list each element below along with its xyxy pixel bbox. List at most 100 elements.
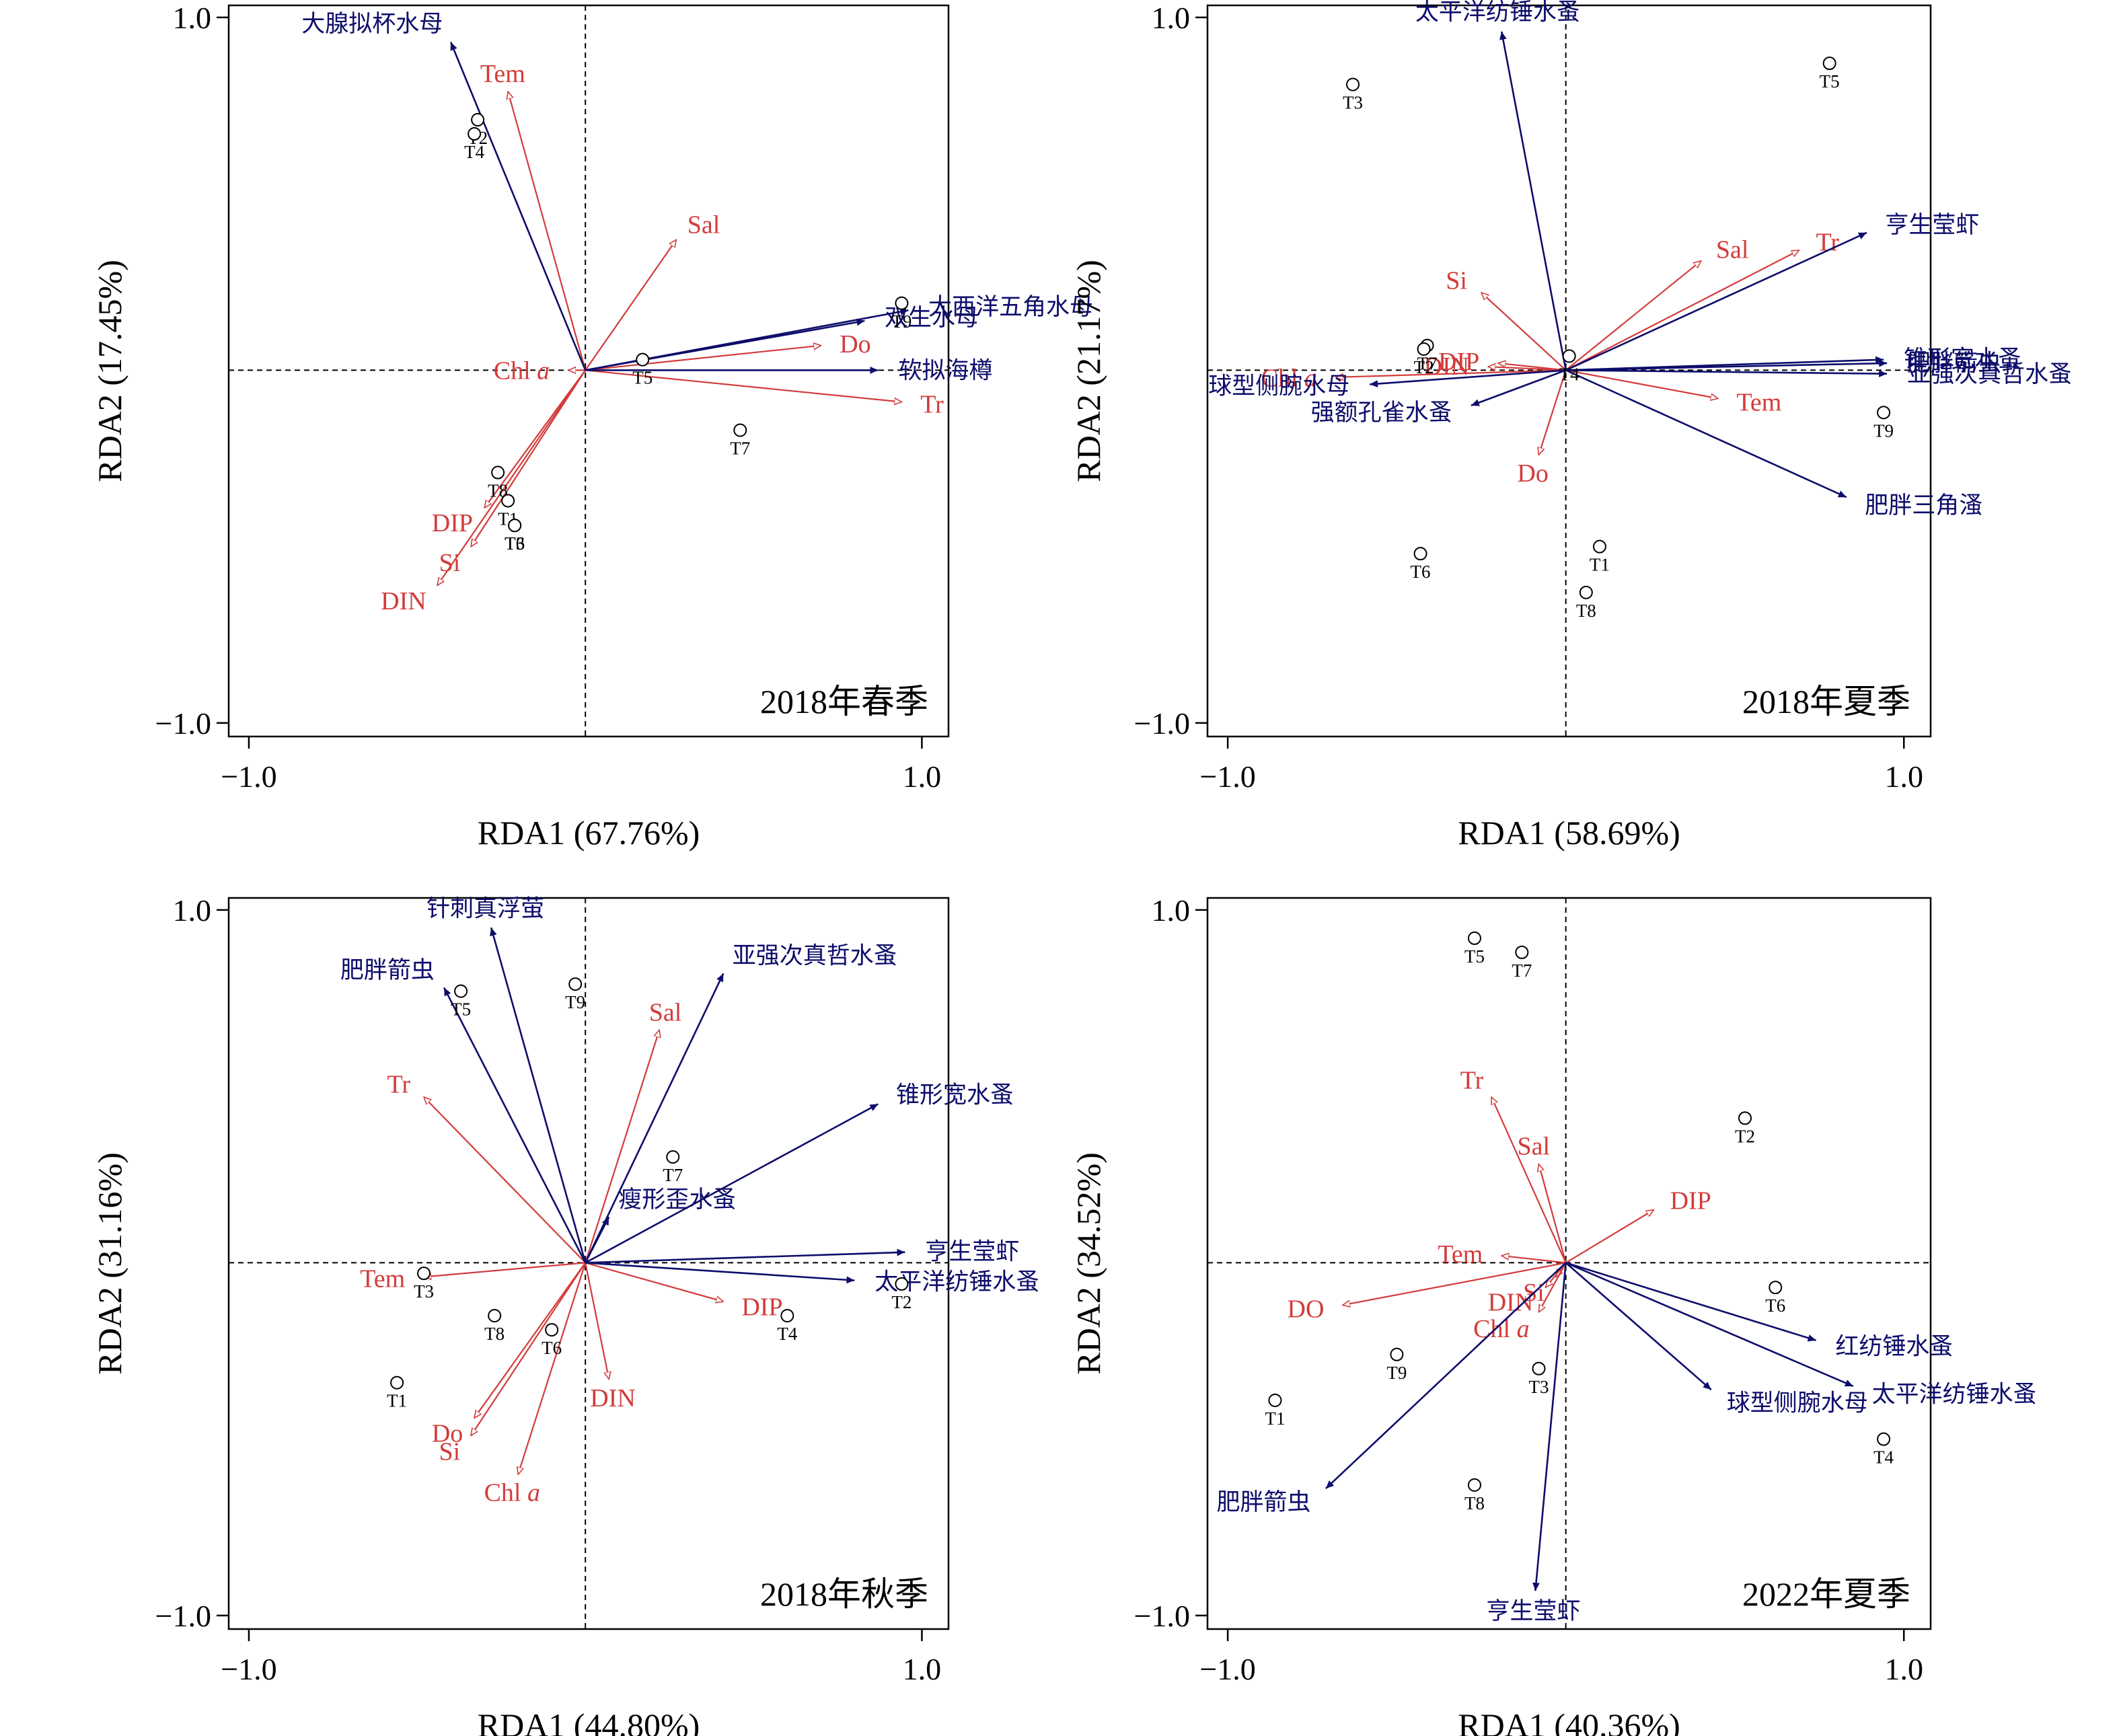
species-arrow xyxy=(585,1216,610,1264)
env-arrow xyxy=(471,1262,587,1435)
site-label: T4 xyxy=(464,142,484,162)
env-label: DIN xyxy=(590,1384,636,1412)
env-label: Tr xyxy=(1460,1067,1484,1095)
species-label: 瘦形歪水蚤 xyxy=(618,1186,736,1213)
axis-ticks xyxy=(1195,909,1905,1641)
species-label: 大腺拟杯水母 xyxy=(301,11,443,38)
site-point xyxy=(1769,1281,1783,1295)
site-label: T7 xyxy=(1512,960,1532,981)
site-label: T3 xyxy=(414,1281,434,1301)
site-label: T4 xyxy=(1559,364,1579,384)
env-label: Tem xyxy=(1438,1240,1483,1269)
env-label: Do xyxy=(840,330,870,358)
env-arrow xyxy=(585,369,901,402)
site-label: T8 xyxy=(484,1324,505,1344)
species-label: 球型侧腕水母 xyxy=(1208,373,1349,400)
season-label: 2022年夏季 xyxy=(1742,1575,1910,1613)
site-label: T2 xyxy=(1414,357,1434,377)
site-label: T9 xyxy=(891,311,912,332)
site-point xyxy=(1532,1361,1546,1375)
site-label: T7 xyxy=(730,439,750,459)
site-point xyxy=(471,113,485,127)
x-tick-label: 1.0 xyxy=(903,1652,942,1686)
site-point xyxy=(1822,56,1836,71)
y-tick-label: −1.0 xyxy=(155,706,211,741)
site-point xyxy=(488,1309,502,1323)
x-tick-label: 1.0 xyxy=(1884,1652,1923,1686)
env-label: Chl a xyxy=(1473,1315,1529,1343)
x-axis-title: RDA1 (44.80%) xyxy=(478,1706,700,1736)
site-point xyxy=(1738,1111,1752,1125)
y-axis-title: RDA2 (31.16%) xyxy=(91,1152,128,1375)
env-label: Do xyxy=(1517,459,1548,488)
site-label: T5 xyxy=(1464,946,1485,967)
site-point xyxy=(1562,349,1576,363)
site-point xyxy=(545,1323,559,1337)
season-label: 2018年秋季 xyxy=(760,1575,928,1613)
env-arrow xyxy=(424,1262,586,1277)
site-point xyxy=(501,494,515,508)
axis-ticks xyxy=(217,16,923,749)
site-label: T3 xyxy=(1343,93,1363,113)
site-label: T2 xyxy=(891,1292,912,1312)
env-arrow xyxy=(1565,250,1799,371)
env-arrow xyxy=(1538,1262,1567,1312)
site-point xyxy=(390,1375,404,1390)
y-tick-label: −1.0 xyxy=(1134,706,1190,741)
x-axis-title: RDA1 (58.69%) xyxy=(1458,814,1680,852)
env-label: DIN xyxy=(1424,352,1470,381)
site-point xyxy=(468,127,482,141)
env-label: Tr xyxy=(920,390,944,418)
site-point xyxy=(1413,547,1427,561)
species-label: 强额孔雀水蚤 xyxy=(1311,400,1452,426)
site-point xyxy=(733,423,747,437)
axis-ticks xyxy=(1195,16,1905,749)
env-arrow xyxy=(471,369,587,546)
site-label: T7 xyxy=(663,1165,683,1185)
env-label: Sal xyxy=(687,211,720,239)
site-label: T3 xyxy=(1528,1377,1549,1397)
env-label: DIP xyxy=(432,509,473,537)
site-point xyxy=(1417,342,1431,356)
site-point xyxy=(666,1150,680,1164)
site-point xyxy=(1346,77,1360,91)
plot-frame xyxy=(1206,897,1932,1630)
species-arrow xyxy=(585,1262,855,1284)
species-arrow xyxy=(1565,1262,1816,1342)
site-label: T5 xyxy=(1820,71,1840,91)
site-label: T9 xyxy=(565,992,585,1012)
site-point xyxy=(568,977,583,991)
x-tick-label: −1.0 xyxy=(1199,1652,1255,1686)
env-arrow xyxy=(508,91,587,371)
site-label: T6 xyxy=(1765,1295,1785,1316)
env-label: Sal xyxy=(1716,236,1749,264)
site-point xyxy=(417,1267,431,1281)
species-arrow xyxy=(449,42,587,371)
site-label: T8 xyxy=(1464,1493,1485,1513)
x-tick-label: −1.0 xyxy=(1199,759,1255,794)
species-arrow xyxy=(1471,369,1567,407)
env-label: Sal xyxy=(1517,1133,1550,1161)
env-arrow xyxy=(1565,1210,1654,1264)
species-arrow xyxy=(1325,1262,1567,1490)
y-tick-label: 1.0 xyxy=(173,1,212,35)
species-label: 肥胖箭虫 xyxy=(1907,350,2001,377)
env-arrow xyxy=(1565,261,1701,371)
species-arrow xyxy=(1370,369,1566,387)
x-tick-label: −1.0 xyxy=(221,759,276,794)
species-arrow xyxy=(585,973,724,1263)
site-point xyxy=(1467,931,1481,945)
species-label: 球型侧腕水母 xyxy=(1727,1390,1868,1417)
env-label: Si xyxy=(439,549,461,577)
env-label: DIP xyxy=(1438,348,1479,376)
species-arrow xyxy=(1565,369,1847,498)
site-point xyxy=(1877,1432,1891,1446)
species-arrow xyxy=(1565,1262,1712,1391)
species-label: 肥胖箭虫 xyxy=(1217,1489,1311,1516)
env-arrow xyxy=(585,346,821,371)
species-label: 亨生莹虾 xyxy=(925,1239,1019,1266)
env-label: DIN xyxy=(381,587,426,615)
